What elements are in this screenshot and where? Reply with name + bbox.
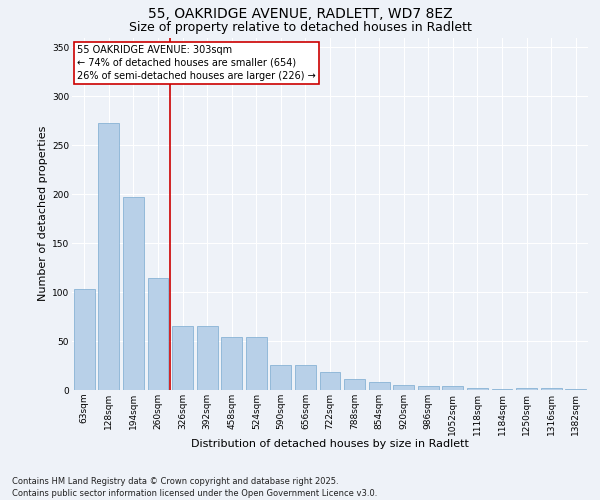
Bar bbox=[246, 337, 267, 390]
Bar bbox=[123, 197, 144, 390]
Bar bbox=[320, 372, 340, 390]
Bar bbox=[393, 385, 414, 390]
Text: Contains HM Land Registry data © Crown copyright and database right 2025.
Contai: Contains HM Land Registry data © Crown c… bbox=[12, 476, 377, 498]
Bar bbox=[295, 364, 316, 390]
Bar bbox=[541, 388, 562, 390]
X-axis label: Distribution of detached houses by size in Radlett: Distribution of detached houses by size … bbox=[191, 439, 469, 449]
Text: 55 OAKRIDGE AVENUE: 303sqm
← 74% of detached houses are smaller (654)
26% of sem: 55 OAKRIDGE AVENUE: 303sqm ← 74% of deta… bbox=[77, 44, 316, 81]
Bar bbox=[418, 386, 439, 390]
Bar bbox=[271, 364, 292, 390]
Bar bbox=[491, 389, 512, 390]
Bar bbox=[148, 278, 169, 390]
Bar bbox=[197, 326, 218, 390]
Y-axis label: Number of detached properties: Number of detached properties bbox=[38, 126, 48, 302]
Bar bbox=[221, 337, 242, 390]
Bar bbox=[74, 289, 95, 390]
Text: 55, OAKRIDGE AVENUE, RADLETT, WD7 8EZ: 55, OAKRIDGE AVENUE, RADLETT, WD7 8EZ bbox=[148, 8, 452, 22]
Bar bbox=[565, 389, 586, 390]
Bar bbox=[516, 388, 537, 390]
Bar bbox=[368, 382, 389, 390]
Bar bbox=[467, 388, 488, 390]
Bar bbox=[344, 379, 365, 390]
Text: Size of property relative to detached houses in Radlett: Size of property relative to detached ho… bbox=[128, 21, 472, 34]
Bar bbox=[442, 386, 463, 390]
Bar bbox=[98, 122, 119, 390]
Bar bbox=[172, 326, 193, 390]
